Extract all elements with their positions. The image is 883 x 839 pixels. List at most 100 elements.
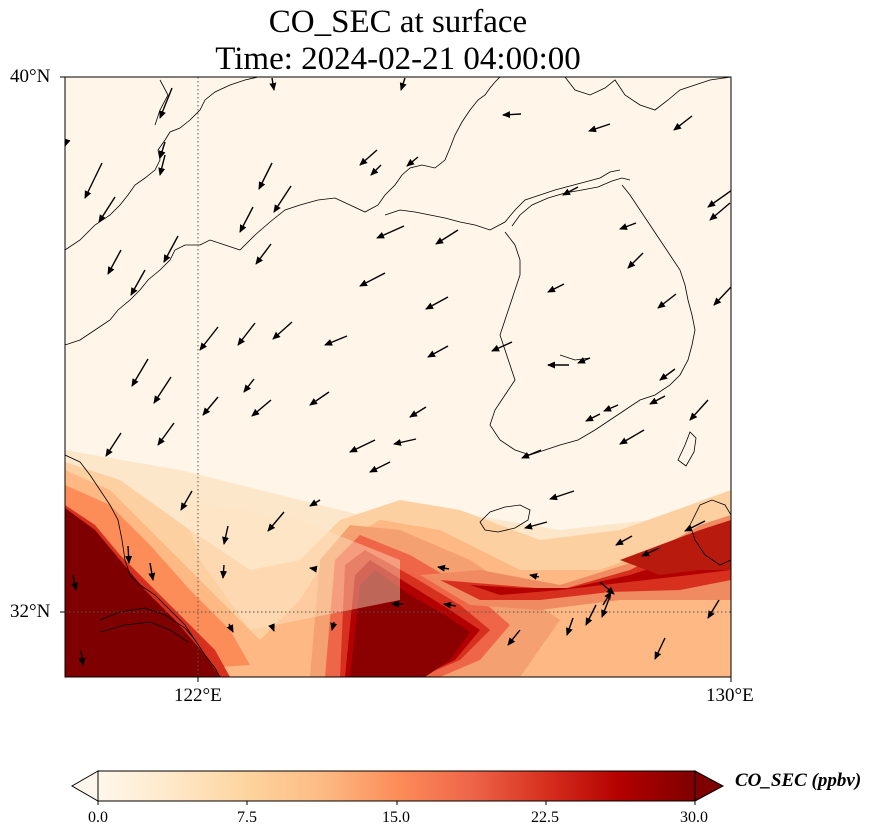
wind-arrow [163, 235, 179, 263]
colorbar-extend-max [694, 770, 725, 802]
colorbar-tick: 30.0 [680, 809, 708, 826]
wind-arrow [437, 564, 450, 572]
wind-arrow [566, 617, 574, 636]
wind-arrow [615, 535, 633, 546]
wind-arrow [148, 562, 156, 581]
colorbar-tick: 15.0 [382, 809, 410, 826]
map-frame [64, 76, 732, 678]
wind-arrow [272, 321, 293, 340]
lon-label-130e: 130°E [706, 685, 754, 706]
map-subtitle-time: Time: 2024-02-21 04:00:00 [215, 41, 581, 77]
wind-arrow [427, 345, 449, 358]
wind-arrow [684, 520, 706, 532]
wind-arrow [220, 564, 228, 579]
wind-arrow [657, 293, 677, 309]
wind-arrow [159, 87, 173, 119]
wind-arrow [269, 77, 277, 91]
wind-arrow [309, 391, 330, 406]
wind-arrow [602, 591, 612, 606]
lat-label-32n: 32°N [10, 601, 51, 622]
wind-arrow [258, 162, 273, 190]
wind-arrow [359, 272, 386, 287]
wind-arrow [131, 358, 149, 387]
lat-label-40n: 40°N [10, 66, 51, 87]
wind-arrow [707, 599, 720, 619]
wind-arrow [435, 229, 459, 245]
colorbar-label: CO_SEC (ppbv) [735, 770, 862, 791]
wind-arrow [78, 650, 86, 666]
wind-arrow [158, 154, 166, 176]
wind-arrow [267, 511, 285, 532]
wind-arrow [268, 623, 275, 632]
colorbar-tick: 22.5 [531, 809, 559, 826]
wind-arrow [641, 547, 660, 557]
wind-arrow [585, 413, 601, 422]
wind-arrow [199, 326, 219, 351]
colorbar-extend-min [70, 770, 99, 802]
wind-arrow [222, 525, 229, 545]
wind-arrow [349, 439, 376, 453]
axis-ticks [60, 76, 732, 682]
wind-arrow [158, 141, 166, 159]
wind-arrow [443, 601, 457, 609]
wind-arrow [562, 186, 579, 196]
wind-arrow [237, 322, 256, 346]
wind-arrow [330, 621, 338, 631]
concentration-field [65, 77, 731, 677]
wind-arrow [107, 249, 122, 275]
wind-arrow [529, 573, 540, 580]
wind-arrow [255, 243, 272, 265]
wind-arrow [619, 429, 645, 445]
colorbar-gradient [98, 771, 695, 801]
wind-arrow [226, 623, 234, 633]
wind-arrow [603, 404, 619, 412]
wind-arrow [673, 115, 693, 131]
wind-arrow [324, 335, 348, 346]
wind-arrow [251, 399, 272, 417]
wind-arrow [239, 206, 254, 233]
colorbar-tick: 0.0 [88, 809, 108, 826]
wind-arrow [601, 598, 610, 618]
wind-arrow [524, 521, 548, 530]
wind-arrow [309, 499, 321, 507]
wind-arrow [125, 545, 133, 564]
wind-arrow [202, 396, 219, 416]
wind-arrow [376, 225, 405, 239]
wind-arrow [409, 406, 427, 418]
wind-arrow [71, 574, 79, 591]
wind-arrow [521, 449, 542, 459]
wind-arrow [619, 222, 637, 230]
wind-arrow [689, 399, 709, 421]
wind-arrow [713, 286, 731, 306]
wind-vectors [65, 77, 731, 666]
wind-arrow [507, 629, 521, 646]
wind-arrow [309, 565, 318, 573]
colorbar-tick: 7.5 [237, 809, 257, 826]
wind-arrow [649, 395, 666, 405]
wind-arrow [105, 432, 122, 457]
wind-arrow [370, 164, 382, 176]
wind-arrow [599, 581, 615, 595]
wind-arrow [502, 111, 522, 119]
wind-arrow [153, 376, 172, 404]
wind-arrow [84, 162, 103, 199]
wind-arrow [585, 604, 597, 626]
wind-arrow [577, 357, 591, 364]
wind-arrow [547, 283, 565, 293]
wind-arrow [709, 202, 731, 221]
coastlines [65, 77, 731, 677]
wind-arrow [369, 461, 391, 473]
wind-arrow [627, 252, 644, 269]
wind-arrow [157, 422, 175, 446]
wind-arrow [273, 185, 292, 213]
wind-arrow [491, 341, 513, 352]
colorbar [70, 770, 725, 805]
wind-arrow [654, 637, 666, 660]
wind-arrow [243, 378, 255, 393]
wind-arrow [393, 438, 417, 446]
lon-label-122e: 122°E [174, 685, 222, 706]
wind-arrow [549, 490, 575, 501]
graticule-lines [65, 77, 731, 677]
wind-arrow [180, 490, 193, 511]
